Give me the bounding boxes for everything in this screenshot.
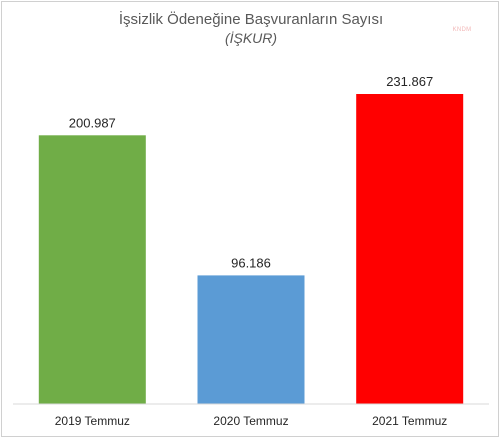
chart-subtitle: (İŞKUR) xyxy=(225,30,277,46)
watermark-logo: KNDM xyxy=(453,27,472,33)
data-label-3: 231.867 xyxy=(386,74,433,89)
bar-3 xyxy=(356,94,464,404)
category-label-2: 2020 Temmuz xyxy=(213,414,288,428)
category-label-3: 2021 Temmuz xyxy=(372,414,447,428)
bar-2 xyxy=(197,275,305,404)
labels-layer: 200.987 2019 Temmuz 96.186 2020 Temmuz 231.8… xyxy=(55,74,448,428)
bar-1 xyxy=(38,135,146,405)
data-label-1: 200.987 xyxy=(69,115,116,130)
chart-title: İşsizlik Ödeneğine Başvuranların Sayısı xyxy=(119,10,383,28)
bars-layer xyxy=(38,94,464,405)
category-label-1: 2019 Temmuz xyxy=(55,414,130,428)
data-label-2: 96.186 xyxy=(231,255,271,270)
